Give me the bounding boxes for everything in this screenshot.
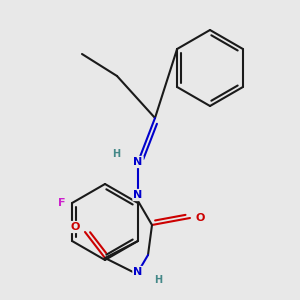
Text: N: N (134, 267, 142, 277)
Text: H: H (112, 149, 120, 159)
Text: O: O (70, 222, 80, 232)
Text: H: H (154, 275, 162, 285)
Text: N: N (134, 190, 142, 200)
Text: F: F (58, 198, 66, 208)
Text: N: N (134, 157, 142, 167)
Text: O: O (195, 213, 205, 223)
